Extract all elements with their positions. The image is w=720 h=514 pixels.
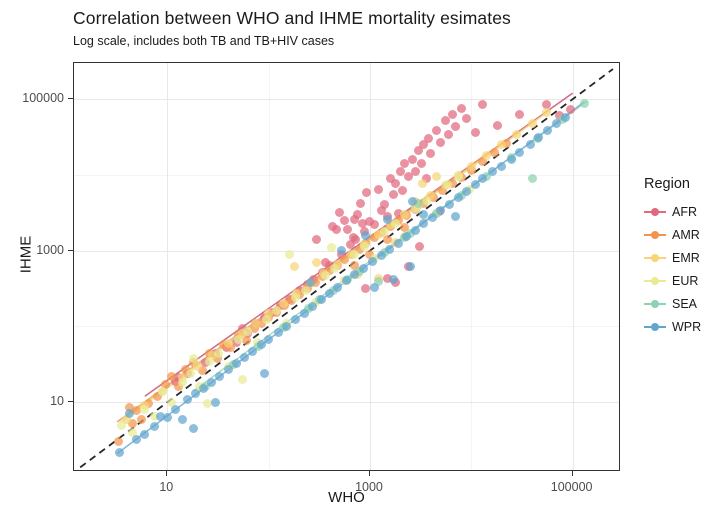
- fit-line-wpr: [116, 101, 585, 455]
- gridline-y-minor: [74, 174, 619, 176]
- legend-label: AMR: [672, 227, 700, 242]
- gridline-x-major: [369, 63, 371, 470]
- legend-dot-swatch: [651, 207, 659, 216]
- legend-item-sea[interactable]: SEA: [644, 292, 720, 315]
- y-axis-title: IHME: [17, 235, 35, 274]
- gridline-x-minor: [471, 63, 473, 470]
- fit-line-afr: [144, 92, 574, 397]
- chart-title: Correlation between WHO and IHME mortali…: [73, 8, 511, 28]
- gridline-y-minor: [74, 326, 619, 328]
- gridline-y-major: [74, 250, 619, 252]
- legend-label: EMR: [672, 250, 700, 265]
- y-tick-mark: [68, 98, 73, 100]
- legend-key-afr-icon: [644, 204, 666, 220]
- legend-item-eur[interactable]: EUR: [644, 269, 720, 292]
- legend-key-wpr-icon: [644, 319, 666, 335]
- identity-reference-line: [79, 68, 614, 469]
- y-tick-label: 10: [50, 394, 64, 409]
- fit-lines-layer: [79, 68, 614, 469]
- x-tick-label: 100000: [550, 480, 593, 494]
- legend-title: Region: [644, 176, 690, 192]
- legend-item-emr[interactable]: EMR: [644, 246, 720, 269]
- gridline-x-major: [167, 63, 169, 470]
- legend-dot-swatch: [651, 299, 659, 308]
- x-tick-mark: [368, 471, 370, 476]
- legend-key-eur-icon: [644, 273, 666, 289]
- legend-label: AFR: [672, 204, 697, 219]
- x-tick-mark: [571, 471, 573, 476]
- legend-key-emr-icon: [644, 250, 666, 266]
- legend: Region AFR AMR EMR EUR SEA WPR: [644, 176, 720, 338]
- legend-dot-swatch: [651, 322, 659, 331]
- gridline-x-minor: [268, 63, 270, 470]
- gridline-x-major: [572, 63, 574, 470]
- y-tick-label: 1000: [36, 242, 64, 257]
- x-tick-label: 1000: [355, 480, 383, 494]
- x-axis-title: WHO: [328, 489, 365, 506]
- chart-subtitle: Log scale, includes both TB and TB+HIV c…: [73, 34, 335, 48]
- y-tick-label: 100000: [22, 91, 64, 106]
- gridline-y-major: [74, 99, 619, 101]
- legend-item-amr[interactable]: AMR: [644, 223, 720, 246]
- fit-line-amr: [116, 142, 503, 423]
- legend-dot-swatch: [651, 253, 659, 262]
- legend-item-wpr[interactable]: WPR: [644, 315, 720, 338]
- fit-line-eur: [119, 160, 480, 424]
- legend-label: EUR: [672, 273, 699, 288]
- legend-item-afr[interactable]: AFR: [644, 200, 720, 223]
- legend-dot-swatch: [651, 230, 659, 239]
- x-tick-mark: [166, 471, 168, 476]
- legend-items: AFR AMR EMR EUR SEA WPR: [644, 200, 720, 338]
- legend-key-sea-icon: [644, 296, 666, 312]
- legend-label: WPR: [672, 319, 702, 334]
- legend-dot-swatch: [651, 276, 659, 285]
- y-tick-mark: [68, 249, 73, 251]
- legend-key-amr-icon: [644, 227, 666, 243]
- plot-panel: [73, 62, 620, 471]
- gridline-y-major: [74, 402, 619, 404]
- y-tick-mark: [68, 401, 73, 403]
- x-tick-label: 10: [159, 480, 174, 494]
- legend-label: SEA: [672, 296, 698, 311]
